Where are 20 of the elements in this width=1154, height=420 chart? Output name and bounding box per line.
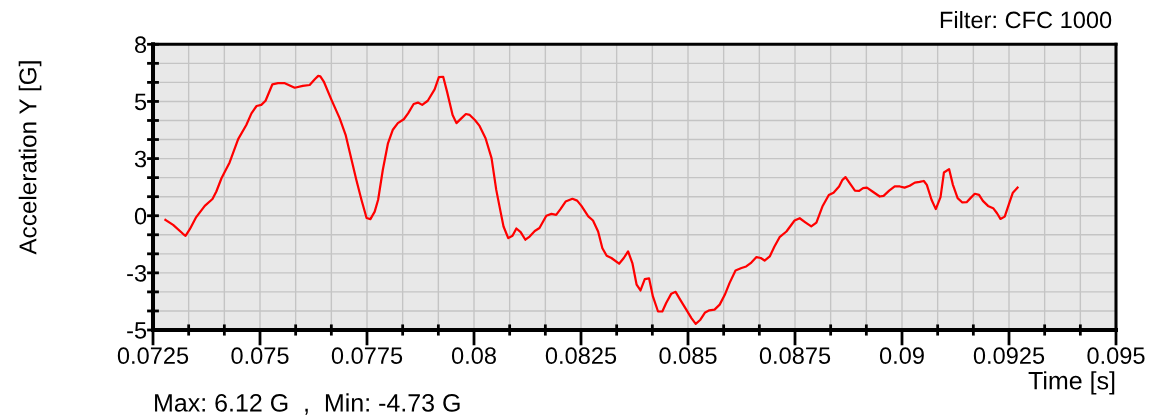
y-tick-label: 3	[134, 150, 147, 168]
y-axis-title: Acceleration Y [G]	[18, 61, 42, 255]
y-tick-label: 0	[134, 207, 147, 225]
x-tick-label: 0.085	[659, 347, 717, 365]
x-tick-label: 0.095	[1087, 347, 1145, 365]
x-tick-label: 0.0775	[331, 347, 403, 365]
x-tick-label: 0.0725	[117, 347, 189, 365]
x-tick-label: 0.0875	[759, 347, 831, 365]
x-tick-label: 0.08	[451, 347, 496, 365]
x-tick-label: 0.0825	[545, 347, 617, 365]
y-tick-label: -5	[127, 322, 147, 339]
x-tick-label: 0.09	[879, 347, 924, 365]
y-tick-label: 8	[134, 36, 147, 54]
text: Max: 6.12 G , Min: -4.73 G	[155, 393, 460, 415]
chart-title: Filter: CFC 1000	[940, 11, 1112, 29]
x-tick-label: 0.0925	[973, 347, 1045, 365]
x-tick-label: 0.075	[231, 347, 289, 365]
y-tick-label: 5	[134, 93, 147, 111]
x-axis-title: Time [s]	[1028, 371, 1115, 395]
y-tick-label: -3	[127, 264, 147, 282]
